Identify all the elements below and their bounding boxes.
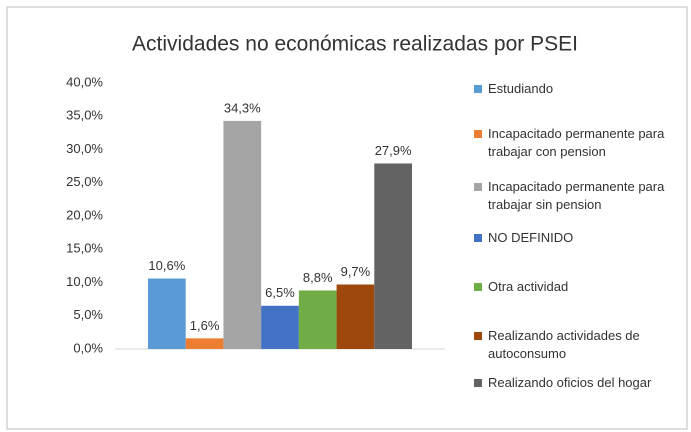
y-tick-label: 5,0% [73, 307, 103, 322]
legend-entry: NO DEFINIDO [474, 229, 686, 247]
legend-swatch [474, 183, 482, 191]
y-tick-label: 35,0% [66, 108, 103, 123]
bar [261, 305, 299, 349]
data-label: 27,9% [375, 143, 412, 158]
data-label: 6,5% [265, 285, 295, 300]
legend-entry: Realizando oficios del hogar [474, 374, 686, 392]
y-tick-label: 30,0% [66, 141, 103, 156]
bar [336, 284, 375, 349]
legend-label: Incapacitado permanente para trabajar si… [488, 179, 665, 212]
legend-swatch [474, 234, 482, 242]
chart-frame [6, 6, 688, 430]
legend-entry: Estudiando [474, 80, 686, 98]
data-label: 34,3% [224, 100, 261, 115]
legend-label: NO DEFINIDO [488, 230, 574, 245]
y-tick-label: 15,0% [66, 241, 103, 256]
bar [148, 278, 186, 349]
y-tick-label: 10,0% [66, 274, 103, 289]
legend-entry: Incapacitado permanente para trabajar co… [474, 125, 686, 161]
legend-label: Estudiando [488, 81, 554, 96]
data-label: 9,7% [341, 264, 371, 279]
legend-swatch [474, 85, 482, 93]
chart-title: Actividades no económicas realizadas por… [132, 33, 578, 56]
legend-label: Realizando actividades de autoconsumo [488, 328, 640, 361]
legend-entry: Incapacitado permanente para trabajar si… [474, 178, 686, 214]
legend-entry: Otra actividad [474, 278, 686, 296]
legend-label: Incapacitado permanente para trabajar co… [488, 126, 665, 159]
y-tick-label: 0,0% [73, 340, 103, 355]
legend-entry: Realizando actividades de autoconsumo [474, 327, 686, 363]
bar [298, 290, 337, 349]
data-label: 10,6% [148, 258, 185, 273]
legend-swatch [474, 130, 482, 138]
bar [223, 120, 262, 349]
legend-label: Realizando oficios del hogar [488, 375, 652, 390]
bar [374, 163, 412, 349]
legend-label: Otra actividad [488, 279, 569, 294]
legend-swatch [474, 379, 482, 387]
bar [185, 338, 224, 349]
data-label: 1,6% [190, 318, 220, 333]
y-tick-label: 40,0% [66, 74, 103, 89]
data-label: 8,8% [303, 270, 333, 285]
y-tick-label: 20,0% [66, 207, 103, 222]
legend-swatch [474, 332, 482, 340]
y-tick-label: 25,0% [66, 174, 103, 189]
legend-swatch [474, 283, 482, 291]
